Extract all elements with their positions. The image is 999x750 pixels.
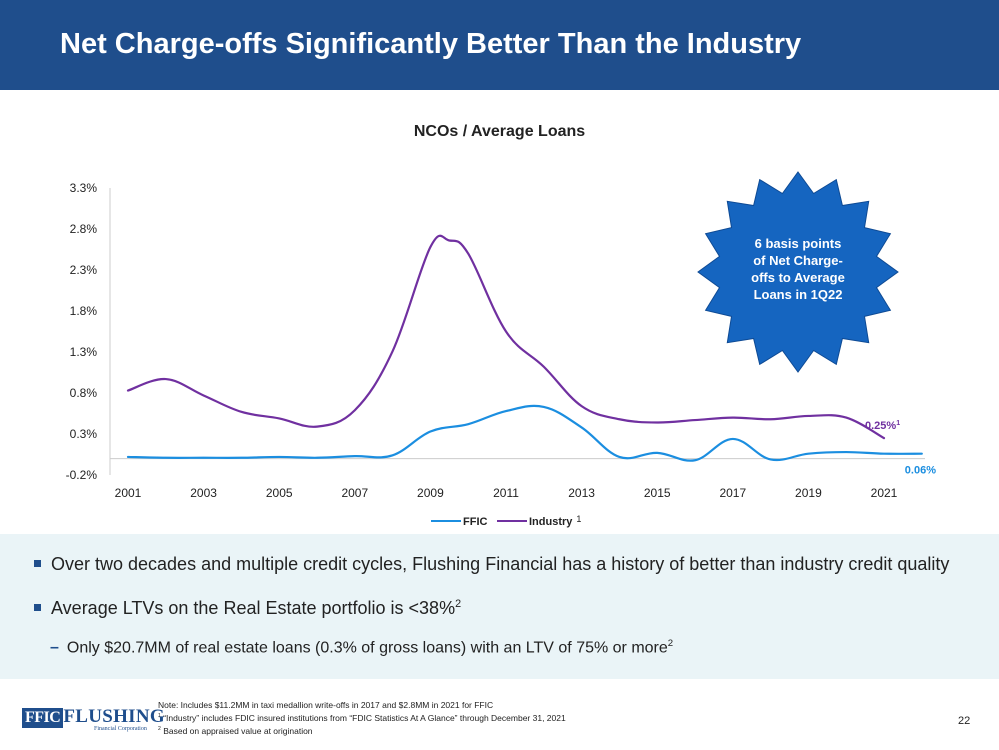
legend-label-industry: Industry 1 xyxy=(529,514,581,528)
y-tick-label: 0.8% xyxy=(70,386,98,400)
x-tick-label: 2005 xyxy=(266,486,293,500)
bullet-average-ltv: Average LTVs on the Real Estate portfoli… xyxy=(34,598,461,619)
callout-text-line: offs to Average xyxy=(751,270,845,285)
bullet-square-icon xyxy=(34,604,41,611)
callout-text-line: 6 basis points xyxy=(755,236,842,251)
x-tick-label: 2007 xyxy=(341,486,368,500)
y-tick-label: 2.8% xyxy=(70,222,98,236)
header-bar: Net Charge-offs Significantly Better Tha… xyxy=(0,0,999,90)
flushing-logo: FFIC FLUSHING Financial Corporation xyxy=(22,706,165,732)
x-tick-label: 2003 xyxy=(190,486,217,500)
bullet-panel: Over two decades and multiple credit cyc… xyxy=(0,534,999,679)
y-tick-label: -0.2% xyxy=(66,468,98,482)
industry-end-label: 0.25%1 xyxy=(865,420,900,432)
page-number: 22 xyxy=(958,715,971,727)
x-tick-label: 2001 xyxy=(115,486,142,500)
callout-text-line: Loans in 1Q22 xyxy=(754,287,843,302)
footnote-note: Note: Includes $11.2MM in taxi medallion… xyxy=(158,700,494,710)
callout-text-line: of Net Charge- xyxy=(753,253,843,268)
x-tick-label: 2017 xyxy=(719,486,746,500)
y-tick-label: 0.3% xyxy=(70,427,98,441)
y-tick-label: 1.3% xyxy=(70,345,98,359)
sub-bullet-ltv-75: – Only $20.7MM of real estate loans (0.3%… xyxy=(50,638,674,657)
page-title: Net Charge-offs Significantly Better Tha… xyxy=(60,28,802,60)
callout-starburst xyxy=(697,171,899,373)
series-line-industry xyxy=(126,234,886,440)
x-tick-label: 2015 xyxy=(644,486,671,500)
bullet-credit-quality: Over two decades and multiple credit cyc… xyxy=(34,554,949,575)
x-tick-label: 2013 xyxy=(568,486,595,500)
footnote-1: 1 “Industry” includes FDIC insured insti… xyxy=(158,712,566,723)
legend-label-ffic: FFIC xyxy=(463,516,487,528)
bullet-square-icon xyxy=(34,560,41,567)
y-tick-label: 2.3% xyxy=(70,263,98,277)
nco-line-chart: -0.2% 0.3% 0.8% 1.3% 1.8% 2.3% 2.8% 3.3% 2001 200… xyxy=(66,171,936,528)
x-tick-label: 2019 xyxy=(795,486,822,500)
series-line-ffic xyxy=(126,404,923,462)
ffic-end-label: 0.06% xyxy=(905,465,936,477)
y-tick-label: 3.3% xyxy=(70,181,98,195)
x-tick-label: 2011 xyxy=(493,486,519,500)
footnotes: Note: Includes $11.2MM in taxi medallion… xyxy=(158,700,566,737)
x-tick-label: 2009 xyxy=(417,486,444,500)
y-tick-label: 1.8% xyxy=(70,304,98,318)
x-tick-label: 2021 xyxy=(871,486,898,500)
dash-icon: – xyxy=(50,639,59,657)
footnote-2: 2 Based on appraised value at originatio… xyxy=(158,725,313,736)
chart-title: NCOs / Average Loans xyxy=(413,123,586,140)
